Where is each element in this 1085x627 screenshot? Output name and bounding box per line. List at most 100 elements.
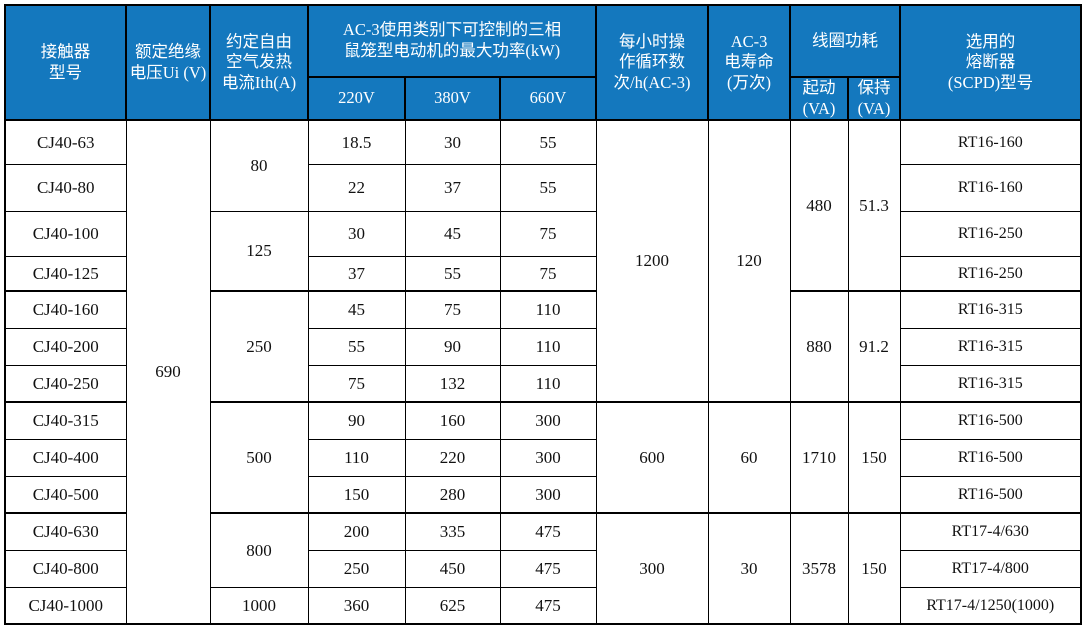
ith-cell: 125 — [209, 210, 309, 292]
model-cell: CJ40-125 — [4, 255, 127, 292]
kw220-cell: 22 — [307, 163, 406, 212]
table-row: CJ40-125 37 55 75 RT16-250 — [4, 255, 1082, 292]
kw380-cell: 45 — [404, 210, 501, 257]
kw380-cell: 220 — [404, 438, 501, 477]
table-row: CJ40-400 110 220 300 RT16-500 — [4, 438, 1082, 477]
model-cell: CJ40-315 — [4, 401, 127, 440]
kw660-cell: 110 — [499, 290, 597, 329]
model-cell: CJ40-500 — [4, 475, 127, 514]
kw220-cell: 75 — [307, 364, 406, 403]
kw220-cell: 30 — [307, 210, 406, 257]
header-380v: 380V — [404, 75, 501, 122]
fuse-cell: RT16-500 — [899, 475, 1082, 514]
fuse-cell: RT17-4/630 — [899, 512, 1082, 551]
kw380-cell: 37 — [404, 163, 501, 212]
life-cell: 120 — [707, 119, 791, 403]
header-660v: 660V — [498, 75, 598, 122]
insulation-cell: 690 — [125, 119, 211, 625]
table-header: 接触器 型号 额定绝缘 电压Ui (V) 约定自由 空气发热 电流Ith(A) … — [4, 3, 1083, 122]
fuse-cell: RT16-500 — [899, 438, 1082, 477]
kw380-cell: 450 — [404, 549, 501, 588]
kw660-cell: 300 — [499, 475, 597, 514]
kw380-cell: 160 — [404, 401, 501, 440]
fuse-cell: RT17-4/1250(1000) — [899, 586, 1082, 625]
ith-cell: 80 — [209, 119, 309, 212]
contactor-spec-table: 接触器 型号 额定绝缘 电压Ui (V) 约定自由 空气发热 电流Ith(A) … — [4, 3, 1083, 626]
fuse-cell: RT17-4/800 — [899, 549, 1082, 588]
header-hold-va: 保持 (VA) — [847, 75, 902, 122]
kw220-cell: 90 — [307, 401, 406, 440]
kw380-cell: 55 — [404, 255, 501, 292]
table-row: CJ40-315 500 90 160 300 600 60 1710 150 … — [4, 401, 1082, 514]
kw660-cell: 75 — [499, 210, 597, 257]
kw220-cell: 18.5 — [307, 119, 406, 165]
table-row: CJ40-500 150 280 300 RT16-500 — [4, 475, 1082, 514]
kw660-cell: 475 — [499, 512, 597, 551]
kw660-cell: 300 — [499, 438, 597, 477]
kw220-cell: 250 — [307, 549, 406, 588]
kw380-cell: 132 — [404, 364, 501, 403]
fuse-cell: RT16-250 — [899, 210, 1082, 257]
header-coil-power-group: 线圈功耗 — [789, 4, 902, 78]
header-cycles-per-hour: 每小时操 作循环数 次/h(AC-3) — [595, 3, 710, 122]
header-ac3-life: AC-3 电寿命 (万次) — [707, 3, 792, 122]
kw380-cell: 335 — [404, 512, 501, 551]
header-pickup-va: 起动 (VA) — [789, 75, 850, 122]
model-cell: CJ40-630 — [4, 512, 127, 551]
header-ac3-power-group: AC-3使用类别下可控制的三相 鼠笼型电动机的最大功率(kW) — [306, 4, 598, 78]
model-cell: CJ40-160 — [4, 290, 127, 329]
fuse-cell: RT16-160 — [899, 119, 1082, 165]
table-row: CJ40-80 22 37 55 RT16-160 — [4, 163, 1082, 212]
table-row: CJ40-200 55 90 110 RT16-315 — [4, 327, 1082, 366]
table-body: CJ40-63 690 80 18.5 30 55 1200 120 480 5… — [4, 119, 1082, 625]
kw220-cell: 360 — [307, 586, 406, 625]
hold-cell: 91.2 — [847, 290, 901, 403]
kw220-cell: 110 — [307, 438, 406, 477]
table-row: CJ40-630 800 200 335 475 300 30 3578 150… — [4, 512, 1082, 625]
header-model: 接触器 型号 — [4, 3, 127, 122]
kw660-cell: 55 — [499, 163, 597, 212]
kw220-cell: 150 — [307, 475, 406, 514]
kw380-cell: 75 — [404, 290, 501, 329]
model-cell: CJ40-1000 — [4, 586, 127, 625]
header-thermal-current: 约定自由 空气发热 电流Ith(A) — [209, 3, 309, 122]
hold-cell: 51.3 — [847, 119, 901, 292]
cycles-cell: 600 — [595, 401, 709, 514]
pickup-cell: 1710 — [789, 401, 849, 514]
kw380-cell: 625 — [404, 586, 501, 625]
header-fuse: 选用的 熔断器 (SCPD)型号 — [899, 3, 1083, 122]
kw660-cell: 110 — [499, 364, 597, 403]
life-cell: 30 — [707, 512, 791, 625]
fuse-cell: RT16-315 — [899, 327, 1082, 366]
kw660-cell: 75 — [499, 255, 597, 292]
fuse-cell: RT16-160 — [899, 163, 1082, 212]
header-220v: 220V — [307, 75, 406, 122]
pickup-cell: 3578 — [789, 512, 849, 625]
hold-cell: 150 — [847, 401, 901, 514]
model-cell: CJ40-800 — [4, 549, 127, 588]
fuse-cell: RT16-250 — [899, 255, 1082, 292]
hold-cell: 150 — [847, 512, 901, 625]
kw660-cell: 55 — [499, 119, 597, 165]
fuse-cell: RT16-500 — [899, 401, 1082, 440]
ith-cell: 800 — [209, 512, 309, 588]
model-cell: CJ40-250 — [4, 364, 127, 403]
model-cell: CJ40-100 — [4, 210, 127, 257]
model-cell: CJ40-200 — [4, 327, 127, 366]
model-cell: CJ40-80 — [4, 163, 127, 212]
ith-cell: 1000 — [209, 586, 309, 625]
kw220-cell: 55 — [307, 327, 406, 366]
cycles-cell: 300 — [595, 512, 709, 625]
header-insulation-voltage: 额定绝缘 电压Ui (V) — [125, 3, 211, 122]
kw380-cell: 280 — [404, 475, 501, 514]
model-cell: CJ40-400 — [4, 438, 127, 477]
table-row: CJ40-160 250 45 75 110 880 91.2 RT16-315 — [4, 290, 1082, 403]
fuse-cell: RT16-315 — [899, 290, 1082, 329]
table-row: CJ40-1000 1000 360 625 475 RT17-4/1250(1… — [4, 586, 1082, 625]
table-row: CJ40-63 690 80 18.5 30 55 1200 120 480 5… — [4, 119, 1082, 625]
fuse-cell: RT16-315 — [899, 364, 1082, 403]
kw380-cell: 90 — [404, 327, 501, 366]
model-cell: CJ40-63 — [4, 119, 127, 165]
ith-cell: 250 — [209, 290, 309, 403]
